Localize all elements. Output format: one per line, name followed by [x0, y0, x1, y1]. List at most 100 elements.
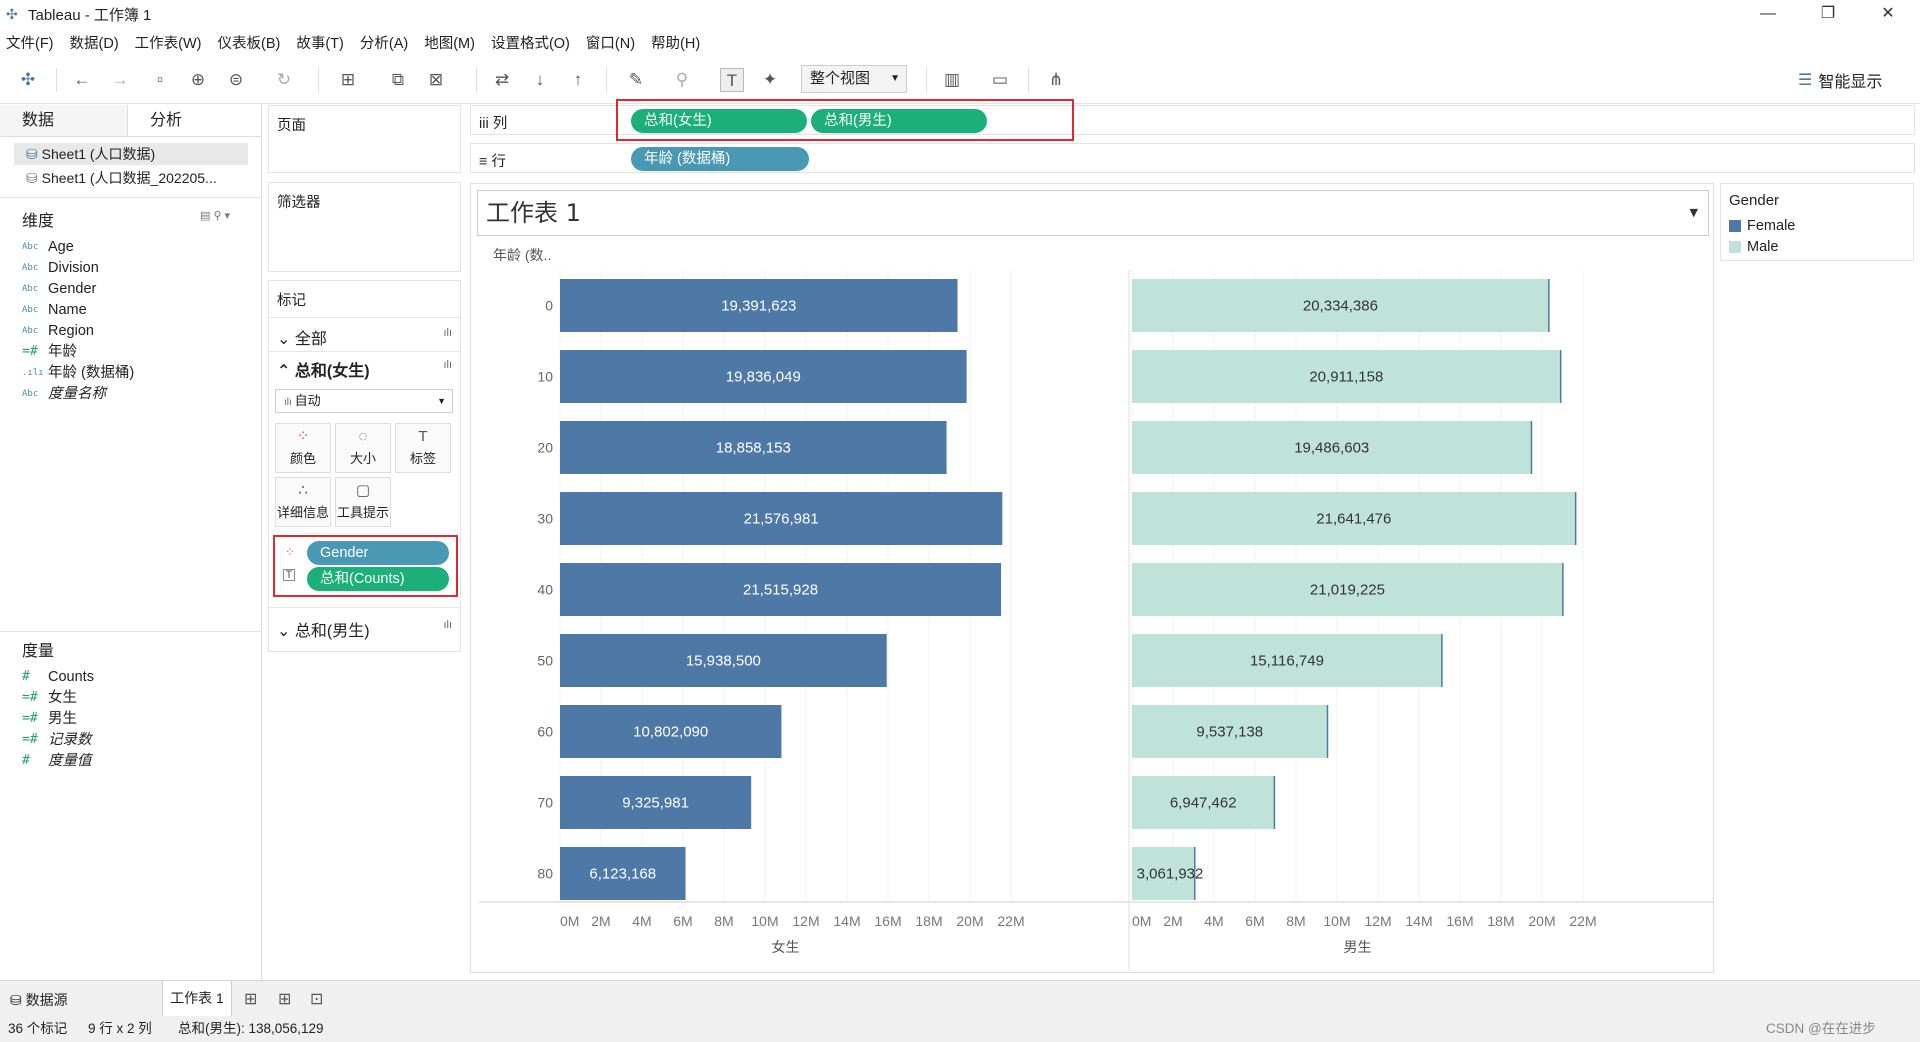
- legend-item-female[interactable]: Female: [1729, 218, 1795, 234]
- column-pill-male[interactable]: 总和(男生): [811, 109, 987, 133]
- marks-male-row[interactable]: ⌄ 总和(男生): [277, 623, 370, 640]
- dimension-field[interactable]: Abc Name: [22, 298, 87, 322]
- view-options-icon[interactable]: ▤ ⚲ ▾: [200, 210, 231, 222]
- string-type-icon: Abc: [22, 284, 39, 294]
- redo-icon[interactable]: →: [111, 70, 129, 89]
- fit-view-select[interactable]: 整个视图 ▼: [801, 65, 907, 93]
- menu-format[interactable]: 设置格式(O): [490, 35, 570, 52]
- dimension-field[interactable]: =# 年龄: [22, 340, 77, 364]
- menu-story[interactable]: 故事(T): [296, 35, 344, 52]
- swap-rows-columns-icon[interactable]: ⇄: [494, 70, 510, 89]
- minimize-button[interactable]: —: [1760, 5, 1776, 22]
- dimension-field[interactable]: Abc Division: [22, 256, 99, 280]
- menu-map[interactable]: 地图(M): [424, 35, 475, 52]
- menu-worksheet[interactable]: 工作表(W): [134, 35, 202, 52]
- pause-updates-icon[interactable]: ⊜: [228, 70, 244, 89]
- bar: [560, 350, 967, 403]
- menu-data[interactable]: 数据(D): [69, 35, 119, 52]
- label-button[interactable]: T 标签: [395, 423, 451, 473]
- sort-descending-icon[interactable]: ↑: [573, 70, 583, 89]
- row-pill-age-bins[interactable]: 年龄 (数据桶): [631, 147, 809, 171]
- new-worksheet-icon[interactable]: ⊞: [340, 70, 356, 89]
- bar-data-label: 21,576,981: [744, 511, 819, 528]
- new-worksheet-icon[interactable]: ⊞: [244, 991, 258, 1008]
- measure-field[interactable]: =# 女生: [22, 686, 77, 710]
- marks-label: 标记: [277, 293, 306, 309]
- refresh-icon[interactable]: ↻: [276, 70, 292, 89]
- bar: [1132, 350, 1561, 403]
- menu-window[interactable]: 窗口(N): [585, 35, 636, 52]
- menu-dashboard[interactable]: 仪表板(B): [217, 35, 281, 52]
- tooltip-button[interactable]: ▢ 工具提示: [335, 477, 391, 527]
- y-category-label: 40: [537, 582, 553, 598]
- sheet-title[interactable]: 工作表 1 ▼: [477, 190, 1709, 236]
- menu-analysis[interactable]: 分析(A): [359, 35, 409, 52]
- clear-sheet-icon[interactable]: ⊠: [428, 70, 444, 89]
- bar-data-label: 9,537,138: [1196, 724, 1263, 741]
- group-icon[interactable]: ⚲: [675, 70, 689, 89]
- counts-pill[interactable]: 总和(Counts): [307, 567, 449, 591]
- watermark: CSDN @在在进步: [1766, 1021, 1876, 1036]
- filters-shelf[interactable]: 筛选器: [268, 182, 461, 272]
- detail-button[interactable]: ∴ 详细信息: [275, 477, 331, 527]
- measure-field[interactable]: # Counts: [22, 665, 94, 689]
- menu-file[interactable]: 文件(F): [6, 35, 54, 52]
- rows-shelf[interactable]: ≡ 行 年龄 (数据桶): [470, 143, 1915, 173]
- bar-data-label: 10,802,090: [633, 724, 708, 741]
- bar-data-label: 19,391,623: [721, 298, 796, 315]
- marks-all-row[interactable]: ⌄ 全部: [277, 331, 327, 348]
- tab-data[interactable]: 数据: [0, 105, 128, 137]
- x-axis-title: 男生: [1344, 939, 1372, 955]
- pages-label: 页面: [277, 118, 306, 134]
- save-icon[interactable]: ▫: [156, 70, 164, 89]
- show-me-button[interactable]: ☰ 智能显示: [1798, 68, 1882, 92]
- restore-button[interactable]: ❐: [1820, 5, 1836, 22]
- new-datasource-icon[interactable]: ⊕: [190, 70, 206, 89]
- size-button[interactable]: ◌ 大小: [335, 423, 391, 473]
- gender-pill[interactable]: Gender: [307, 541, 449, 565]
- new-dashboard-icon[interactable]: ⊞: [278, 991, 292, 1008]
- number-type-icon: =#: [22, 344, 38, 359]
- sort-ascending-icon[interactable]: ↓: [535, 70, 545, 89]
- tab-analysis[interactable]: 分析: [128, 105, 262, 137]
- datasource-item[interactable]: ⛁ Sheet1 (人口数据_202205...: [26, 170, 217, 186]
- duplicate-sheet-icon[interactable]: ⧉: [391, 70, 405, 89]
- bar: [1132, 634, 1442, 687]
- mark-type-select[interactable]: ılı 自动 ▼: [275, 389, 453, 413]
- column-pill-female[interactable]: 总和(女生): [631, 109, 807, 133]
- legend-item-male[interactable]: Male: [1729, 239, 1778, 255]
- data-pane: 数据 分析 ⛁ Sheet1 (人口数据) ⛁ Sheet1 (人口数据_202…: [0, 105, 262, 980]
- dimension-field[interactable]: Abc 度量名称: [22, 382, 106, 406]
- columns-label: iii 列: [479, 116, 508, 132]
- show-cards-icon[interactable]: ▥: [943, 70, 961, 89]
- dimension-field[interactable]: Abc Gender: [22, 277, 96, 301]
- close-button[interactable]: ✕: [1881, 5, 1895, 22]
- datasource-item[interactable]: ⛁ Sheet1 (人口数据): [14, 143, 248, 165]
- tableau-home-icon[interactable]: ✣: [20, 70, 36, 89]
- dimension-field[interactable]: Abc Region: [22, 319, 94, 343]
- highlight-icon[interactable]: ✎: [628, 70, 644, 89]
- presentation-mode-icon[interactable]: ▭: [991, 70, 1009, 89]
- menu-help[interactable]: 帮助(H): [651, 35, 701, 52]
- marks-female-row[interactable]: ⌃ 总和(女生): [277, 363, 370, 380]
- tab-sheet-1[interactable]: 工作表 1: [162, 981, 232, 1017]
- color-button[interactable]: ⁘ 颜色: [275, 423, 331, 473]
- bar: [1132, 776, 1275, 829]
- columns-shelf[interactable]: iii 列 总和(女生) 总和(男生): [470, 105, 1915, 135]
- tab-datasource[interactable]: ⛁ 数据源: [10, 992, 68, 1008]
- show-mark-labels-icon[interactable]: T: [720, 68, 744, 92]
- undo-icon[interactable]: ←: [73, 70, 91, 89]
- dimension-field[interactable]: .ılı 年龄 (数据桶): [22, 361, 134, 385]
- chevron-down-icon[interactable]: ▼: [1689, 206, 1698, 219]
- measure-field[interactable]: =# 记录数: [22, 728, 92, 752]
- measure-field[interactable]: =# 男生: [22, 707, 77, 731]
- share-icon[interactable]: ⋔: [1048, 70, 1064, 89]
- bar: [1132, 279, 1549, 332]
- new-story-icon[interactable]: ⊡: [310, 991, 324, 1008]
- toolbar: ✣ ← → ▫ ⊕ ⊜ ↻ ⊞ ⧉ ⊠ ⇄ ↓ ↑ ✎ ⚲ T ✦ 整个视图 ▼…: [0, 56, 1920, 104]
- y-category-label: 50: [537, 653, 553, 669]
- dimension-field[interactable]: Abc Age: [22, 235, 74, 259]
- fix-axes-icon[interactable]: ✦: [762, 70, 778, 89]
- measure-field[interactable]: # 度量值: [22, 749, 92, 773]
- pages-shelf[interactable]: 页面: [268, 105, 461, 173]
